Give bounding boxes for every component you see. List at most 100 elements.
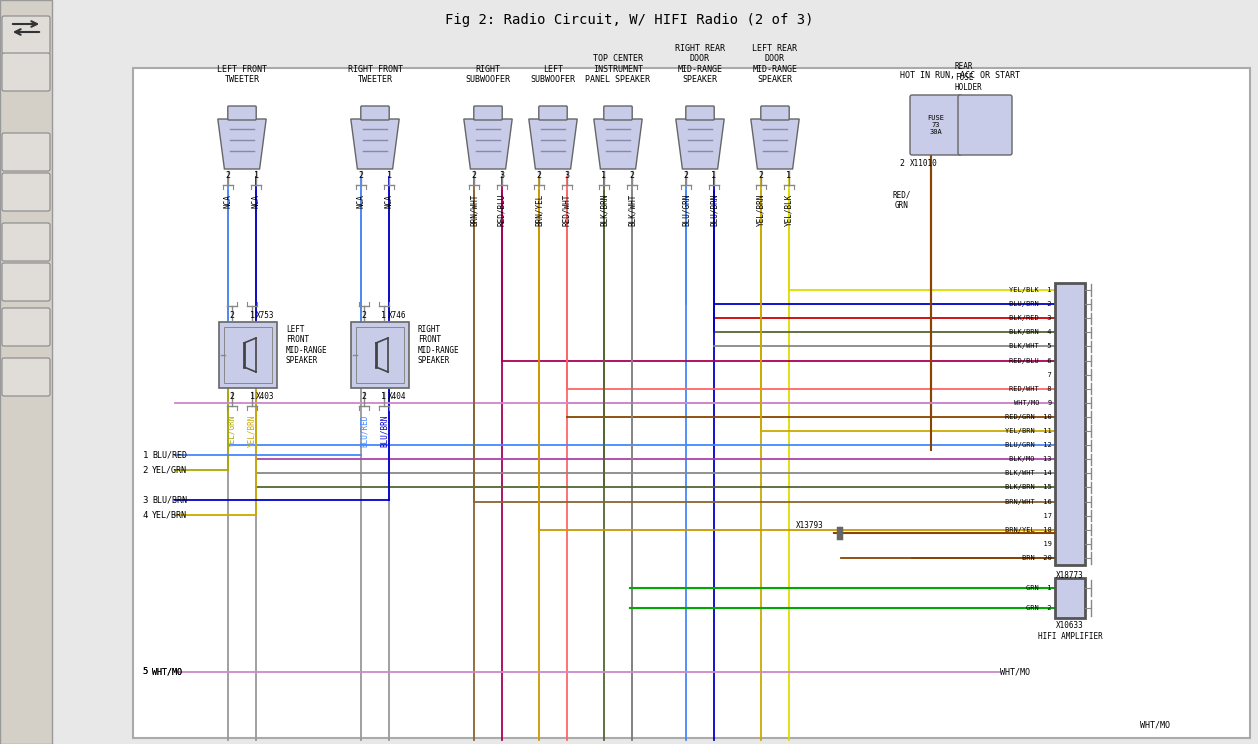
FancyBboxPatch shape [3,358,50,396]
Text: 3: 3 [565,171,570,180]
Text: RED/WHT  8: RED/WHT 8 [1009,385,1052,392]
Text: BLK/BRN: BLK/BRN [600,194,609,226]
Text: BRN/WHT  16: BRN/WHT 16 [1005,498,1052,504]
Bar [356,327,404,383]
Bar [1055,578,1084,618]
Text: NCA: NCA [252,194,260,208]
FancyBboxPatch shape [761,106,789,120]
Text: 1: 1 [142,451,148,460]
Text: 1: 1 [381,392,386,401]
FancyBboxPatch shape [3,16,50,54]
Text: YEL/BRN: YEL/BRN [756,194,766,226]
Text: 1: 1 [249,392,254,401]
Text: LEFT
SUBWOOFER: LEFT SUBWOOFER [531,65,575,84]
Text: RIGHT
SUBWOOFER: RIGHT SUBWOOFER [465,65,511,84]
Text: BLU/RED: BLU/RED [360,415,369,447]
Text: 2: 2 [359,171,364,180]
Text: BLK/WHT  14: BLK/WHT 14 [1005,470,1052,476]
Text: YEL/BLK: YEL/BLK [785,194,794,226]
FancyBboxPatch shape [3,53,50,91]
Bar [224,327,272,383]
Text: 2: 2 [142,466,148,475]
Text: 4: 4 [142,510,148,519]
Text: HOT IN RUN, ACC OR START: HOT IN RUN, ACC OR START [899,71,1020,80]
Polygon shape [351,119,399,169]
Text: BLK/RED  3: BLK/RED 3 [1009,315,1052,321]
Text: 1: 1 [249,311,254,320]
Text: BRN/YEL: BRN/YEL [535,194,543,226]
Text: HIFI AMPLIFIER: HIFI AMPLIFIER [1038,632,1102,641]
Text: YEL/BRN: YEL/BRN [152,510,187,519]
FancyBboxPatch shape [361,106,389,120]
FancyBboxPatch shape [959,95,1011,155]
Text: X404: X404 [387,392,406,401]
FancyBboxPatch shape [3,133,50,171]
Text: 1: 1 [386,171,391,180]
Text: BLK/WHT  5: BLK/WHT 5 [1009,344,1052,350]
Text: BLK/BRN  15: BLK/BRN 15 [1005,484,1052,490]
Text: RIGHT FRONT
TWEETER: RIGHT FRONT TWEETER [347,65,403,84]
Text: WHT/MO  9: WHT/MO 9 [1014,400,1052,405]
Text: BLU/BRN: BLU/BRN [710,194,718,226]
Polygon shape [676,119,725,169]
Text: 2: 2 [229,311,234,320]
Text: REAR
FUSE
HOLDER: REAR FUSE HOLDER [955,62,982,92]
Text: 1: 1 [712,171,717,180]
Text: 5: 5 [142,667,148,676]
FancyBboxPatch shape [3,223,50,261]
Text: 2: 2 [229,392,234,401]
Polygon shape [594,119,642,169]
FancyBboxPatch shape [538,106,567,120]
Text: GRN  2: GRN 2 [1027,605,1052,611]
Text: NCA: NCA [224,194,233,208]
Text: 7: 7 [1039,372,1052,378]
Text: 17: 17 [1035,513,1052,519]
Text: BLU/GRN  12: BLU/GRN 12 [1005,442,1052,448]
Text: NCA: NCA [385,194,394,208]
Polygon shape [218,119,267,169]
Bar [1055,283,1084,565]
Text: X13793: X13793 [796,521,824,530]
Text: BLU/GRN: BLU/GRN [682,194,691,226]
Text: BRN  20: BRN 20 [1023,555,1052,561]
Polygon shape [751,119,799,169]
Text: WHT/MO: WHT/MO [1140,720,1170,730]
Text: BRN/WHT: BRN/WHT [469,194,478,226]
Text: 2: 2 [361,311,366,320]
Text: WHT/MO: WHT/MO [152,667,182,676]
FancyBboxPatch shape [686,106,715,120]
Text: X18773: X18773 [1057,571,1084,580]
Text: RIGHT
FRONT
MID-RANGE
SPEAKER: RIGHT FRONT MID-RANGE SPEAKER [418,325,459,365]
Text: RED/
GRN: RED/ GRN [893,190,911,210]
Text: RED/BLU: RED/BLU [497,194,507,226]
Text: X746: X746 [387,311,406,320]
Text: 5: 5 [142,667,148,676]
Text: YEL/BRN  11: YEL/BRN 11 [1005,428,1052,434]
Text: X10633: X10633 [1057,621,1084,630]
Text: LEFT FRONT
TWEETER: LEFT FRONT TWEETER [216,65,267,84]
Text: 2: 2 [683,171,688,180]
Text: 3: 3 [499,171,504,180]
Text: 2: 2 [225,171,230,180]
Text: YEL/GRN: YEL/GRN [228,415,237,447]
FancyBboxPatch shape [3,263,50,301]
Text: FUSE
73
30A: FUSE 73 30A [927,115,945,135]
Text: BLU/BRN  2: BLU/BRN 2 [1009,301,1052,307]
Text: 2: 2 [361,392,366,401]
FancyBboxPatch shape [3,308,50,346]
Text: RED/GRN  10: RED/GRN 10 [1005,414,1052,420]
Text: LEFT
FRONT
MID-RANGE
SPEAKER: LEFT FRONT MID-RANGE SPEAKER [286,325,327,365]
Text: BLK/BRN  4: BLK/BRN 4 [1009,330,1052,336]
Polygon shape [464,119,512,169]
Text: NCA: NCA [356,194,366,208]
Text: 1: 1 [786,171,791,180]
Text: X11010: X11010 [910,159,937,168]
Text: 2: 2 [759,171,764,180]
Text: RED/WHT: RED/WHT [562,194,571,226]
Bar [219,322,277,388]
Text: TOP CENTER
INSTRUMENT
PANEL SPEAKER: TOP CENTER INSTRUMENT PANEL SPEAKER [585,54,650,84]
Text: BLU/RED: BLU/RED [152,451,187,460]
FancyBboxPatch shape [3,173,50,211]
Text: X403: X403 [255,392,274,401]
Bar [0,0,52,744]
